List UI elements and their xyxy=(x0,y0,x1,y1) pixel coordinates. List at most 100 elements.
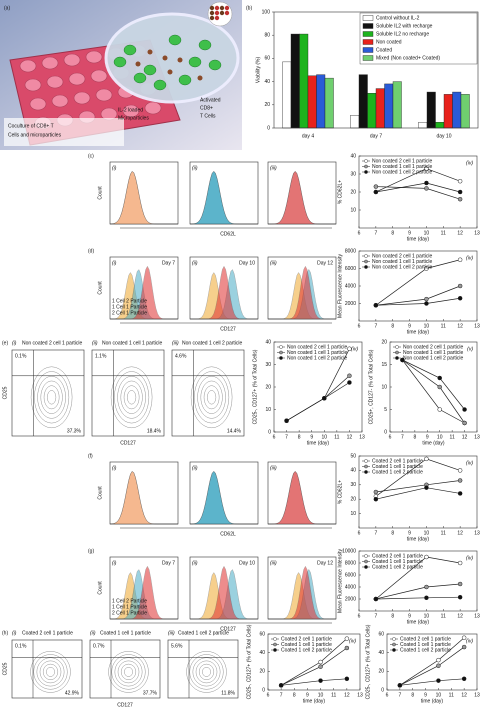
subpanel-label: (i) xyxy=(12,340,17,346)
legend-label: Non coated 1 cell 2 particle xyxy=(372,264,433,270)
data-point xyxy=(437,384,442,390)
legend-marker xyxy=(279,356,283,360)
well xyxy=(51,94,69,108)
y-tick-label: 80 xyxy=(264,33,270,39)
day-label: Day 12 xyxy=(317,560,333,566)
y-tick-label: 20 xyxy=(378,669,384,675)
data-point xyxy=(457,581,463,587)
data-point xyxy=(373,189,379,195)
y-tick-label: 10 xyxy=(265,407,271,413)
legend-label: Coated 2 cell 1 particle xyxy=(372,553,423,559)
legend-label: Soluble IL2 no recharge xyxy=(376,31,429,37)
subpanel-label: (iii) xyxy=(270,465,277,471)
x-tick-label: 12 xyxy=(457,530,463,536)
x-axis-label: time (day) xyxy=(407,619,430,625)
microparticle xyxy=(219,10,225,16)
x-tick-label: 8 xyxy=(298,434,301,440)
cell xyxy=(123,44,137,56)
plot-title: Coated 2 cell 1 particle xyxy=(22,630,73,636)
x-axis-label: time (day) xyxy=(407,329,430,335)
x-axis-label: CD127 xyxy=(220,326,236,332)
contour xyxy=(47,390,57,405)
panel-label: (v) xyxy=(467,346,473,352)
y-tick-label: 40 xyxy=(264,79,270,85)
subpanel-label: (i) xyxy=(112,165,117,171)
panel-label: (h) xyxy=(2,630,8,636)
contour xyxy=(123,385,140,410)
x-tick-label: 13 xyxy=(474,323,480,329)
x-tick-label: 13 xyxy=(474,613,480,619)
data-point xyxy=(424,180,429,186)
microparticle xyxy=(135,61,141,67)
y-axis-label: Count xyxy=(97,486,103,500)
cell xyxy=(208,59,222,71)
contour xyxy=(127,390,137,405)
well xyxy=(73,91,91,105)
well xyxy=(85,50,103,64)
histogram xyxy=(109,471,178,525)
microparticle xyxy=(197,75,203,81)
subpanel-label: (ii) xyxy=(92,340,98,346)
x-tick-label: 10 xyxy=(318,692,324,698)
series-line xyxy=(375,596,461,600)
y-tick-label: 40 xyxy=(265,339,271,345)
y-tick-label: 30 xyxy=(350,171,356,177)
histogram xyxy=(267,170,336,225)
y-tick-label: 10000 xyxy=(342,548,356,554)
cell xyxy=(178,74,192,86)
series-line xyxy=(375,285,461,306)
cells-label: CD8+ xyxy=(200,105,213,111)
x-tick-label: 13 xyxy=(357,692,363,698)
subpanel-label: (ii) xyxy=(192,165,198,171)
bar xyxy=(392,81,402,129)
contour xyxy=(37,376,66,419)
y-tick-label: 100 xyxy=(262,9,271,15)
bar xyxy=(324,77,334,129)
x-tick-label: 7 xyxy=(374,323,377,329)
legend-marker xyxy=(364,554,368,558)
microparticle xyxy=(209,15,215,21)
x-tick-label: 12 xyxy=(462,434,468,440)
cell xyxy=(113,56,127,68)
subpanel-label: (ii) xyxy=(192,560,198,566)
flow-frame xyxy=(167,639,239,699)
panel-label: (b) xyxy=(246,5,252,11)
microparticle xyxy=(224,5,230,11)
y-tick-label: 50 xyxy=(350,453,356,459)
contour xyxy=(195,660,218,684)
data-point xyxy=(457,468,463,473)
x-tick-label: 6 xyxy=(267,692,270,698)
histogram xyxy=(267,470,336,525)
data-point xyxy=(373,489,379,495)
quadrant-upper: 0.7% xyxy=(93,643,105,649)
panel-label: (iv) xyxy=(466,638,473,644)
y-tick-label: 30 xyxy=(265,362,271,368)
plot-frame xyxy=(267,633,361,691)
bar xyxy=(460,94,470,129)
microparticle xyxy=(209,10,215,16)
flow-frame xyxy=(171,349,245,437)
x-axis-label: time (day) xyxy=(407,236,430,242)
y-tick-label: 15 xyxy=(381,362,387,368)
microparticle xyxy=(167,69,173,75)
x-tick-label: 12 xyxy=(457,230,463,236)
histogram xyxy=(110,565,178,620)
legend-marker xyxy=(364,459,368,463)
x-tick-label: 13 xyxy=(474,434,480,440)
contour xyxy=(110,366,153,429)
y-tick-label: 30 xyxy=(350,482,356,488)
panel-label: (iv) xyxy=(466,160,473,166)
legend-label: Non coated 1 cell 1 particle xyxy=(287,350,348,356)
contour xyxy=(124,667,133,677)
data-point xyxy=(457,296,463,301)
y-axis-label: CD25+, CD127- (% of Total Cells) xyxy=(368,349,374,424)
legend-marker xyxy=(364,565,368,569)
y-tick-label: 0 xyxy=(262,687,265,693)
data-point xyxy=(424,595,429,601)
legend-swatch xyxy=(362,15,374,21)
data-point xyxy=(436,663,441,668)
x-tick-label: 8 xyxy=(391,230,394,236)
x-tick-label: 11 xyxy=(331,692,336,698)
microparticle xyxy=(209,5,215,11)
legend-label: Coated 1 cell 2 particle xyxy=(400,647,451,653)
